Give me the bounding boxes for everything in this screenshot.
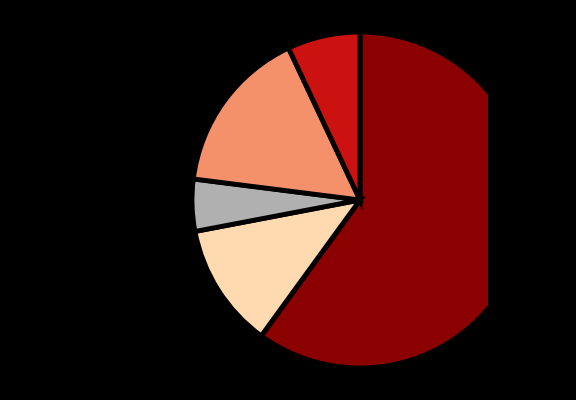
Wedge shape [195,200,360,336]
Wedge shape [289,32,360,200]
Wedge shape [262,32,528,368]
Wedge shape [194,48,360,200]
Wedge shape [192,179,360,232]
